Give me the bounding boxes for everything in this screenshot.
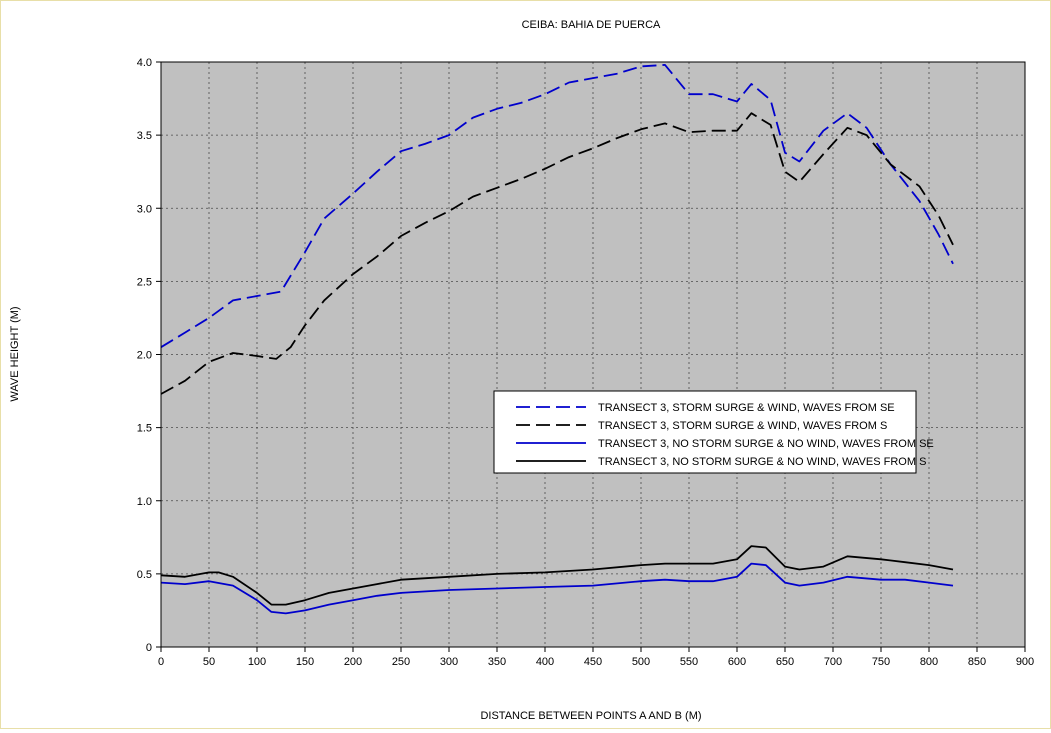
y-tick-label: 0	[146, 642, 152, 654]
x-axis-label: DISTANCE BETWEEN POINTS A AND B (M)	[480, 710, 701, 722]
legend-label-4: TRANSECT 3, NO STORM SURGE & NO WIND, WA…	[598, 456, 926, 468]
y-tick-label: 4.0	[137, 57, 152, 69]
legend-label-2: TRANSECT 3, STORM SURGE & WIND, WAVES FR…	[598, 420, 887, 432]
series-line-4	[160, 545, 954, 606]
x-tick-label: 700	[824, 656, 842, 668]
x-axis-ticks: 0 50 100 150 200 250 300 350 400 450 500 550 600 650 7…	[158, 647, 1034, 668]
x-tick-label: 0	[158, 656, 164, 668]
series-line-2	[160, 112, 954, 395]
y-axis-ticks: 0 0.5 1.0 1.5 2.0 2.5 3.0 3.5 4.0	[137, 57, 161, 654]
x-tick-label: 200	[344, 656, 362, 668]
x-tick-label: 500	[632, 656, 650, 668]
x-tick-label: 450	[584, 656, 602, 668]
series-layer	[160, 64, 954, 615]
y-tick-label: 3.5	[137, 130, 152, 142]
legend-box	[493, 390, 917, 474]
y-tick-label: 0.5	[137, 569, 152, 581]
x-tick-label: 350	[488, 656, 506, 668]
x-tick-label: 900	[1016, 656, 1034, 668]
x-tick-label: 650	[776, 656, 794, 668]
legend-label-1: TRANSECT 3, STORM SURGE & WIND, WAVES FR…	[598, 402, 895, 414]
y-tick-label: 1.5	[137, 423, 152, 435]
legend: TRANSECT 3, STORM SURGE & WIND, WAVES FR…	[493, 390, 934, 474]
y-tick-label: 2.0	[137, 350, 152, 362]
chart-title: CEIBA: BAHIA DE PUERCA	[522, 19, 661, 31]
x-tick-label: 300	[440, 656, 458, 668]
x-tick-label: 150	[296, 656, 314, 668]
y-tick-label: 1.0	[137, 496, 152, 508]
x-tick-label: 800	[920, 656, 938, 668]
x-tick-label: 600	[728, 656, 746, 668]
y-tick-label: 2.5	[137, 276, 152, 288]
x-tick-label: 50	[203, 656, 215, 668]
y-tick-label: 3.0	[137, 203, 152, 215]
series-line-3	[160, 562, 954, 615]
x-tick-label: 850	[968, 656, 986, 668]
legend-label-3: TRANSECT 3, NO STORM SURGE & NO WIND, WA…	[598, 438, 934, 450]
x-tick-label: 100	[248, 656, 266, 668]
series-line-1	[160, 64, 954, 348]
x-tick-label: 750	[872, 656, 890, 668]
y-axis-label: WAVE HEIGHT (M)	[9, 306, 21, 401]
x-tick-label: 250	[392, 656, 410, 668]
x-tick-label: 400	[536, 656, 554, 668]
x-tick-label: 550	[680, 656, 698, 668]
